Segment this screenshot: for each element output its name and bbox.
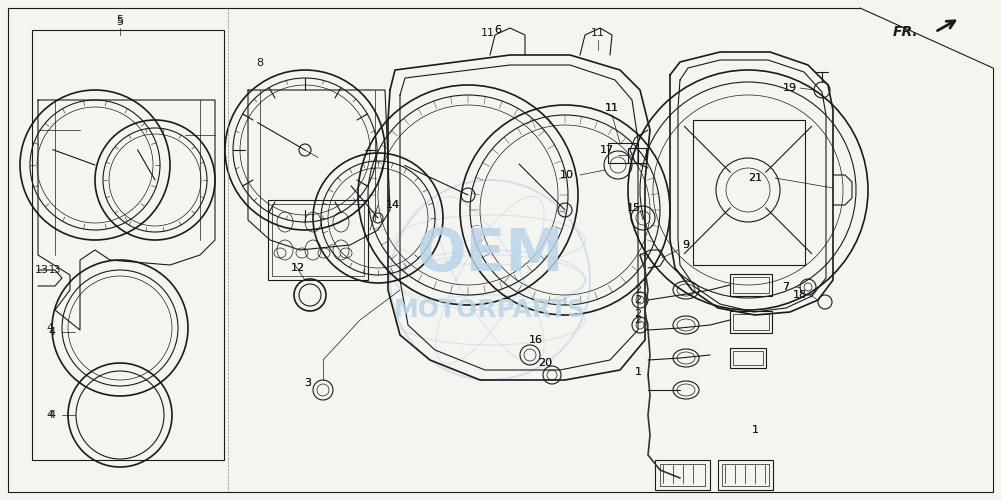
Bar	[718, 460, 773, 490]
Bar	[272, 204, 364, 276]
Text: 15: 15	[627, 203, 641, 213]
Text: 12: 12	[291, 263, 305, 273]
Text: 1: 1	[635, 367, 642, 377]
Text: 4: 4	[46, 410, 54, 420]
Text: 12: 12	[291, 263, 305, 273]
Text: 2: 2	[635, 285, 642, 295]
Text: 4: 4	[48, 327, 56, 337]
Text: 14: 14	[386, 200, 400, 210]
Text: 1: 1	[635, 367, 642, 377]
Text: 19: 19	[783, 83, 797, 93]
Text: 11: 11	[591, 28, 605, 38]
Text: 11: 11	[481, 28, 495, 38]
Text: 3: 3	[304, 378, 311, 388]
Text: 18: 18	[793, 290, 807, 300]
Text: 17: 17	[600, 145, 614, 155]
Text: 20: 20	[538, 358, 553, 368]
Text: 11: 11	[605, 103, 619, 113]
Text: 13: 13	[49, 265, 61, 275]
Text: 19: 19	[783, 83, 797, 93]
Bar	[722, 464, 769, 486]
Bar	[32, 30, 224, 460]
Bar	[628, 148, 646, 163]
Text: 8: 8	[256, 58, 263, 68]
Text: 1: 1	[752, 425, 759, 435]
Bar	[660, 464, 705, 486]
Text: 14: 14	[386, 200, 400, 210]
Text: FR.: FR.	[893, 25, 919, 39]
Text: 17: 17	[600, 145, 614, 155]
Text: MOTORPARTS: MOTORPARTS	[394, 298, 586, 322]
Text: 6: 6	[494, 25, 502, 35]
Bar	[655, 460, 710, 490]
Text: OEM: OEM	[416, 226, 564, 283]
Text: 21: 21	[748, 173, 762, 183]
Bar	[730, 348, 766, 368]
Text: 10: 10	[560, 170, 574, 180]
Text: 3: 3	[304, 378, 311, 388]
Text: 15: 15	[627, 203, 641, 213]
Text: 7: 7	[783, 282, 790, 292]
Text: 7: 7	[783, 282, 790, 292]
Text: 13: 13	[35, 265, 49, 275]
Text: 10: 10	[560, 170, 574, 180]
Text: 5: 5	[116, 15, 123, 25]
Text: 21: 21	[748, 173, 762, 183]
Text: 20: 20	[538, 358, 553, 368]
Text: 4: 4	[46, 323, 54, 333]
Bar	[730, 311, 772, 333]
Text: 16: 16	[529, 335, 543, 345]
Text: 2: 2	[635, 295, 642, 305]
Text: 16: 16	[529, 335, 543, 345]
Bar	[608, 143, 638, 163]
Text: 9: 9	[683, 240, 690, 250]
Text: 18: 18	[793, 290, 807, 300]
Text: 4: 4	[48, 410, 56, 420]
Text: 11: 11	[605, 103, 619, 113]
Text: 11: 11	[605, 103, 619, 113]
Bar	[730, 274, 772, 296]
Text: 9: 9	[683, 240, 690, 250]
Text: 2: 2	[635, 309, 642, 319]
Bar	[268, 200, 368, 280]
Bar	[733, 351, 763, 365]
Text: 6: 6	[494, 25, 502, 35]
Text: 2: 2	[635, 315, 642, 325]
Bar	[733, 314, 769, 330]
Text: 1: 1	[752, 425, 759, 435]
Bar	[733, 277, 769, 293]
Text: 5: 5	[116, 17, 123, 27]
